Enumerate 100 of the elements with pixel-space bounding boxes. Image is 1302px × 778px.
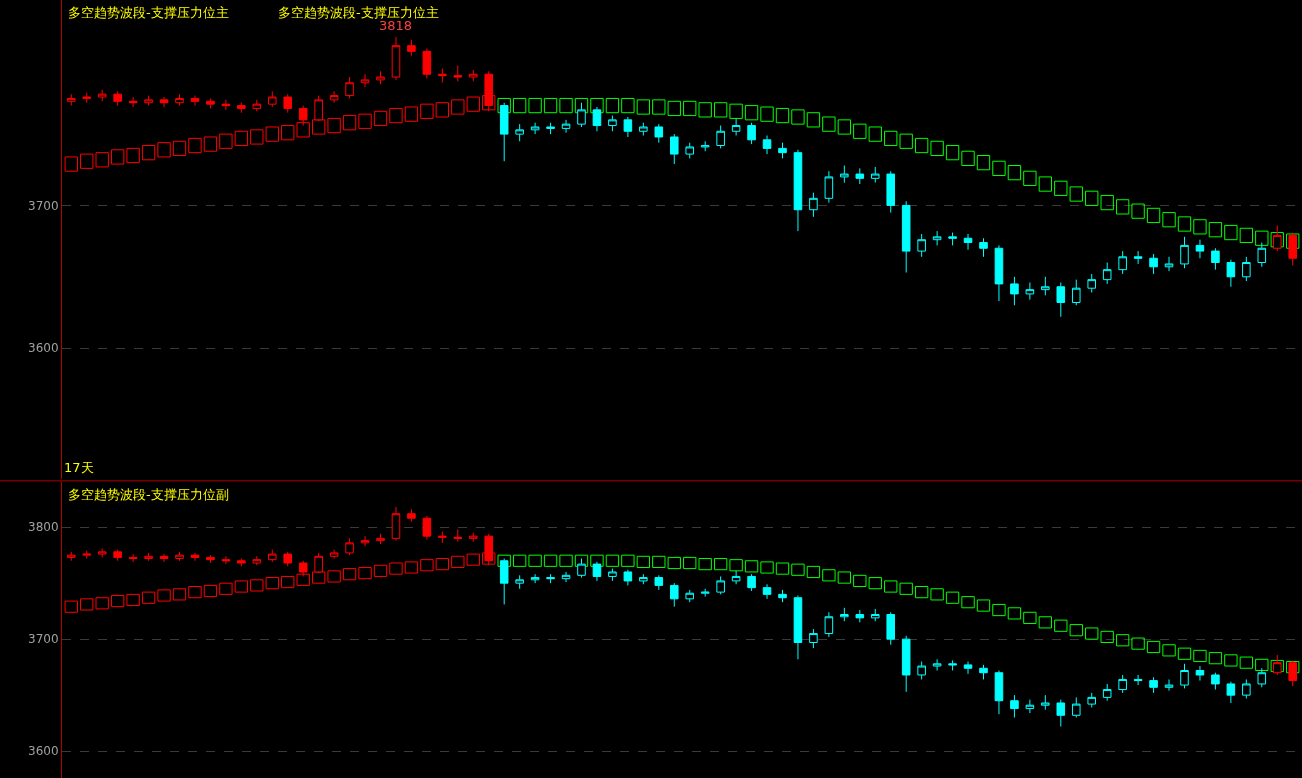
candlestick bbox=[422, 48, 432, 79]
bar bbox=[976, 155, 991, 171]
bar bbox=[141, 145, 156, 161]
candlestick bbox=[438, 531, 447, 544]
candlestick bbox=[1149, 676, 1158, 694]
candlestick bbox=[1164, 256, 1174, 272]
bar bbox=[822, 569, 836, 582]
bar bbox=[358, 113, 372, 129]
candlestick bbox=[329, 549, 339, 560]
y-tick-label: 3700 bbox=[28, 198, 59, 213]
bar bbox=[559, 97, 573, 114]
candlestick bbox=[175, 93, 184, 107]
bar bbox=[1023, 170, 1037, 186]
candlestick bbox=[901, 200, 911, 274]
y-tick-label: 3600 bbox=[28, 341, 59, 356]
candlestick bbox=[329, 90, 339, 104]
bar bbox=[64, 156, 78, 172]
bar bbox=[373, 564, 388, 577]
candlestick bbox=[608, 115, 617, 132]
candlestick bbox=[360, 535, 370, 547]
candlestick bbox=[530, 122, 540, 135]
candlestick bbox=[144, 552, 153, 562]
bar bbox=[930, 140, 944, 157]
candlestick bbox=[1288, 232, 1298, 266]
bar bbox=[1208, 652, 1223, 665]
candlestick bbox=[1025, 699, 1035, 714]
bar bbox=[1193, 219, 1207, 235]
bar bbox=[590, 97, 604, 114]
candlestick bbox=[113, 90, 122, 107]
bar bbox=[219, 582, 233, 595]
candlestick bbox=[623, 569, 633, 586]
bar bbox=[1286, 661, 1300, 674]
y-tick-label: 3800 bbox=[28, 520, 59, 535]
bar bbox=[1007, 165, 1022, 181]
candlestick bbox=[1226, 681, 1236, 704]
candlestick bbox=[994, 244, 1004, 302]
bar bbox=[1239, 656, 1254, 669]
candlestick bbox=[97, 89, 107, 102]
candlestick bbox=[623, 116, 633, 138]
candlestick bbox=[1242, 678, 1251, 699]
candlestick bbox=[237, 558, 246, 567]
candlestick bbox=[252, 555, 262, 566]
candlestick bbox=[793, 149, 803, 232]
candlestick bbox=[267, 549, 277, 563]
bar bbox=[1131, 203, 1145, 219]
bar bbox=[1286, 233, 1300, 249]
bar bbox=[1162, 212, 1176, 228]
bar bbox=[636, 555, 651, 568]
candlestick bbox=[1041, 276, 1050, 296]
candlestick bbox=[360, 73, 370, 88]
candlestick bbox=[932, 658, 942, 671]
bar bbox=[435, 102, 450, 118]
bar bbox=[1007, 607, 1022, 620]
bar bbox=[1146, 640, 1161, 654]
bar bbox=[760, 561, 774, 574]
candlestick bbox=[979, 664, 988, 680]
candlestick bbox=[840, 607, 849, 622]
candlestick bbox=[948, 659, 957, 671]
candlestick bbox=[391, 36, 401, 81]
bar bbox=[837, 571, 852, 584]
candlestick bbox=[669, 133, 679, 165]
candlestick bbox=[1087, 692, 1097, 708]
candlestick bbox=[762, 135, 772, 155]
bar bbox=[203, 136, 218, 152]
candlestick bbox=[283, 551, 293, 567]
bar bbox=[528, 97, 542, 114]
candlestick bbox=[1041, 694, 1050, 711]
candlestick bbox=[1180, 663, 1189, 689]
bar bbox=[1146, 207, 1161, 224]
chart-title: 多空趋势波段-支撑压力位副 bbox=[68, 487, 229, 502]
candlestick bbox=[1118, 250, 1127, 275]
bar bbox=[605, 554, 620, 567]
bar bbox=[590, 554, 604, 567]
bar bbox=[914, 137, 929, 154]
candlestick bbox=[345, 537, 354, 556]
bar bbox=[234, 580, 249, 593]
candlestick bbox=[948, 232, 957, 246]
chart-title: 多空趋势波段-支撑压力位主 bbox=[68, 5, 229, 20]
candlestick bbox=[283, 93, 293, 114]
bar bbox=[713, 558, 728, 571]
candlestick bbox=[128, 553, 138, 563]
bar bbox=[404, 106, 419, 122]
bar bbox=[621, 97, 635, 114]
candlestick bbox=[376, 70, 385, 85]
bar bbox=[157, 589, 171, 602]
candlestick bbox=[778, 142, 787, 159]
candlestick bbox=[1226, 259, 1236, 288]
candlestick bbox=[1242, 256, 1251, 282]
candlestick bbox=[824, 611, 834, 638]
bar bbox=[930, 588, 944, 601]
candlestick bbox=[1118, 674, 1127, 694]
candlestick bbox=[159, 96, 169, 108]
candlestick bbox=[267, 90, 277, 108]
bar bbox=[791, 563, 805, 576]
candlestick bbox=[809, 192, 818, 218]
bar bbox=[420, 559, 434, 572]
bar bbox=[961, 150, 975, 166]
candlestick bbox=[809, 628, 818, 649]
bar bbox=[512, 97, 527, 114]
candlestick bbox=[391, 506, 401, 542]
